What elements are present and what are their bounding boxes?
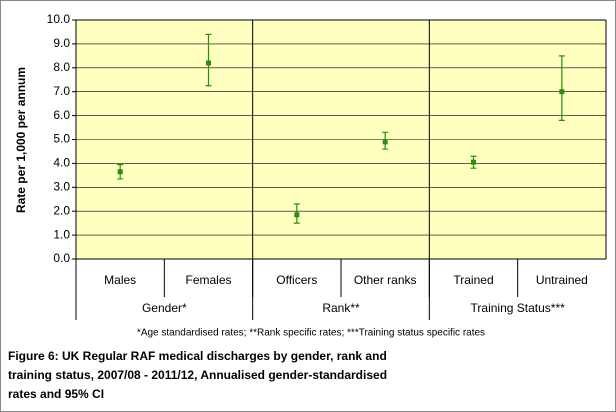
y-tick-label: 9.0 (53, 36, 70, 50)
x-tick-label: Untrained (536, 273, 588, 287)
point (294, 212, 300, 218)
group-label: Training Status*** (471, 301, 566, 315)
caption-line: training status, 2007/08 - 2011/12, Annu… (8, 368, 387, 382)
error-bar (558, 55, 565, 121)
x-tick-label: Females (185, 273, 231, 287)
y-tick-label: 2.0 (53, 203, 70, 217)
caption-line: rates and 95% CI (8, 387, 104, 401)
y-tick-label: 8.0 (53, 60, 70, 74)
y-tick-label: 1.0 (53, 227, 70, 241)
x-tick-label: Officers (276, 273, 317, 287)
y-tick-label: 10.0 (47, 12, 71, 26)
point (559, 89, 565, 95)
y-tick-label: 4.0 (53, 156, 70, 170)
x-tick-label: Other ranks (354, 273, 417, 287)
caption-line: Figure 6: UK Regular RAF medical dischar… (8, 349, 387, 363)
error-bar (205, 33, 212, 87)
y-axis-label: Rate per 1,000 per annum (14, 67, 28, 213)
group-label: Rank** (322, 301, 360, 315)
point (471, 159, 476, 165)
point (382, 139, 388, 145)
y-tick-label: 7.0 (53, 84, 70, 98)
y-tick-label: 3.0 (53, 179, 70, 193)
y-tick-label: 6.0 (53, 108, 70, 122)
group-label: Gender* (142, 301, 187, 315)
point (117, 169, 123, 175)
x-tick-label: Trained (453, 273, 493, 287)
x-tick-label: Males (104, 273, 136, 287)
y-tick-label: 0.0 (53, 251, 70, 265)
footnote: *Age standardised rates; **Rank specific… (137, 328, 485, 339)
y-tick-label: 5.0 (53, 132, 70, 146)
point (206, 60, 211, 66)
